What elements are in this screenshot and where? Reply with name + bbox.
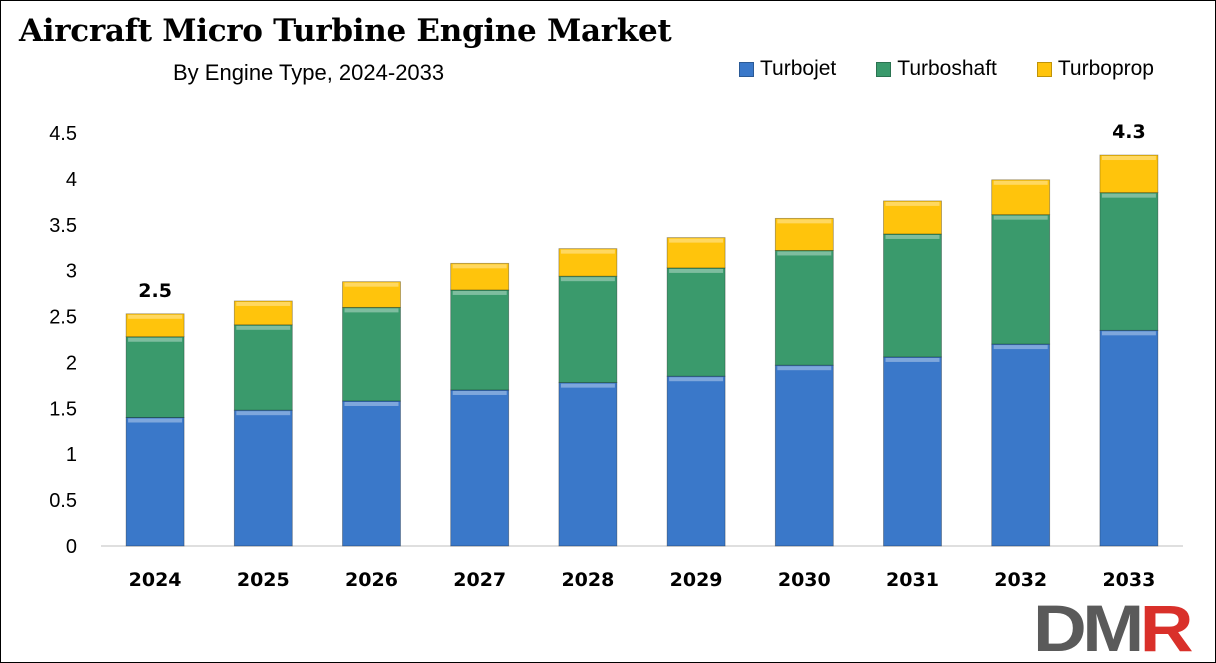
bar-bevel xyxy=(993,180,1048,185)
legend-swatch-turboshaft xyxy=(876,61,892,77)
x-tick-label: 2026 xyxy=(345,569,398,591)
legend: Turbojet Turboshaft Turboprop xyxy=(739,57,1154,81)
y-tick-label: 3.5 xyxy=(49,215,77,237)
legend-label-turboprop: Turboprop xyxy=(1057,57,1154,80)
bar-turboprop-2027 xyxy=(450,262,510,291)
legend-item-turboshaft: Turboshaft xyxy=(876,57,997,81)
bar-turbojet-2025 xyxy=(233,409,293,547)
bar-bevel xyxy=(560,249,615,254)
bar-turboshaft-2025 xyxy=(233,324,293,411)
bar-turboprop-2026 xyxy=(342,281,401,308)
bar-bevel xyxy=(344,308,399,313)
bar-turboprop-2028 xyxy=(558,248,618,277)
bar-bevel xyxy=(344,401,399,406)
legend-label-turbojet: Turbojet xyxy=(760,57,837,80)
bar-turboshaft-2026 xyxy=(342,306,401,402)
x-tick-label: 2033 xyxy=(1102,569,1155,591)
bar-turbojet-2029 xyxy=(666,375,726,547)
y-tick-label: 0 xyxy=(66,536,77,558)
y-tick-label: 3 xyxy=(66,261,77,283)
legend-swatch-turboprop xyxy=(1036,61,1052,77)
dmr-logo-text: DMR xyxy=(1033,597,1193,655)
x-tick-label: 2031 xyxy=(886,569,939,591)
bar-turboshaft-2030 xyxy=(774,250,834,366)
data-label-2033: 4.3 xyxy=(1112,121,1146,143)
bar-bevel xyxy=(885,357,940,362)
bar-bevel xyxy=(128,314,183,319)
x-tick-label: 2030 xyxy=(778,569,831,591)
bar-turbojet-2032 xyxy=(991,343,1051,547)
bar-bevel xyxy=(669,377,724,382)
bar-bevel xyxy=(128,418,183,423)
bar-turbojet-2033 xyxy=(1099,329,1159,547)
bar-turboshaft-2033 xyxy=(1099,192,1159,331)
dmr-logo: DMR xyxy=(1033,597,1193,655)
bar-turboshaft-2027 xyxy=(450,289,510,391)
bar-turboprop-2025 xyxy=(233,300,293,326)
bar-turboshaft-2029 xyxy=(666,267,726,377)
y-tick-label: 2.5 xyxy=(49,307,77,329)
bar-turboprop-2029 xyxy=(666,237,726,269)
bar-turboprop-2024 xyxy=(125,313,185,338)
bar-bevel xyxy=(669,238,724,243)
data-label-2024: 2.5 xyxy=(138,280,172,302)
bar-bevel xyxy=(669,268,724,273)
chart-subtitle: By Engine Type, 2024-2033 xyxy=(173,60,445,85)
bar-bevel xyxy=(236,411,291,416)
bar-bevel xyxy=(777,366,832,371)
y-tick-label: 0.5 xyxy=(49,490,77,512)
bar-bevel xyxy=(128,337,183,342)
y-tick-label: 1.5 xyxy=(49,398,77,420)
bar-bevel xyxy=(452,264,507,269)
y-tick-label: 2 xyxy=(66,352,77,374)
bar-bevel xyxy=(560,383,615,388)
bar-turbojet-2024 xyxy=(125,417,185,547)
bar-bevel xyxy=(993,345,1048,350)
bar-turboshaft-2032 xyxy=(991,214,1051,345)
y-tick-label: 4.5 xyxy=(49,123,77,145)
bar-turboshaft-2028 xyxy=(558,275,618,384)
bar-bevel xyxy=(1101,331,1156,336)
x-tick-label: 2032 xyxy=(994,569,1047,591)
bar-bevel xyxy=(560,277,615,282)
bar-turboshaft-2024 xyxy=(125,336,185,418)
chart-title: Aircraft Micro Turbine Engine Market xyxy=(19,13,672,49)
bar-turboshaft-2031 xyxy=(883,233,942,358)
x-tick-label: 2028 xyxy=(561,569,614,591)
bar-bevel xyxy=(452,390,507,395)
bar-bevel xyxy=(1101,193,1156,198)
bar-turboprop-2030 xyxy=(774,217,834,251)
bar-bevel xyxy=(452,290,507,295)
x-tick-label: 2025 xyxy=(237,569,290,591)
bar-turbojet-2026 xyxy=(342,400,401,547)
x-tick-label: 2024 xyxy=(129,569,182,591)
legend-label-turboshaft: Turboshaft xyxy=(897,57,997,80)
legend-swatch-turbojet xyxy=(739,61,754,77)
bar-turboprop-2032 xyxy=(991,179,1051,216)
bar-bevel xyxy=(236,325,291,330)
x-tick-label: 2029 xyxy=(670,569,723,591)
bar-turboprop-2031 xyxy=(883,200,942,235)
legend-item-turbojet: Turbojet xyxy=(739,57,836,81)
y-tick-label: 4 xyxy=(66,169,77,191)
bar-turbojet-2028 xyxy=(558,382,618,547)
x-tick-label: 2027 xyxy=(453,569,506,591)
bar-bevel xyxy=(885,201,940,206)
bar-bevel xyxy=(236,301,291,306)
y-tick-label: 1 xyxy=(66,444,77,466)
bar-bevel xyxy=(993,215,1048,220)
bar-bevel xyxy=(777,251,832,256)
bar-bevel xyxy=(777,219,832,224)
bar-bevel xyxy=(885,234,940,239)
legend-item-turboprop: Turboprop xyxy=(1036,57,1154,81)
bar-bevel xyxy=(344,282,399,287)
bar-turbojet-2030 xyxy=(774,364,834,547)
bar-turbojet-2027 xyxy=(450,389,510,547)
bar-turboprop-2033 xyxy=(1099,154,1159,194)
bar-bevel xyxy=(1101,156,1156,161)
bar-turbojet-2031 xyxy=(883,356,942,547)
